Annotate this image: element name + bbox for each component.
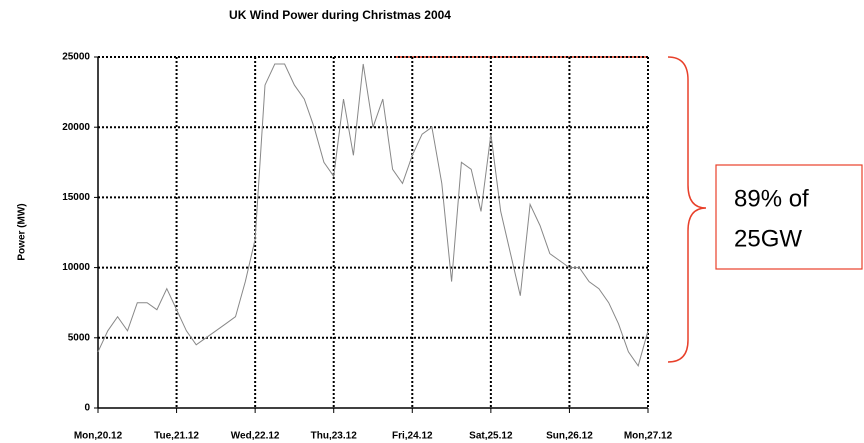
x-tick-label: Mon,20.12 <box>74 431 123 442</box>
y-axis-label: Power (MW) <box>17 203 28 260</box>
annotation: 25GW <box>734 225 802 252</box>
y-tick-label: 20000 <box>62 122 90 133</box>
x-tick-label: Sun,26.12 <box>546 431 593 442</box>
x-tick-label: Wed,22.12 <box>231 431 280 442</box>
y-tick-label: 25000 <box>62 52 90 63</box>
y-tick-label: 15000 <box>62 192 90 203</box>
bracket <box>395 56 707 363</box>
line <box>97 63 649 368</box>
x-tick-label: Tue,21.12 <box>154 431 199 442</box>
x-tick-label: Sat,25.12 <box>469 431 513 442</box>
y-tick-label: 10000 <box>62 262 90 273</box>
y-tick-label: 0 <box>84 403 90 414</box>
x-tick-label: Mon,27.12 <box>624 431 673 442</box>
y-tick-label: 5000 <box>68 332 91 343</box>
chart-title: UK Wind Power during Christmas 2004 <box>229 8 451 22</box>
x-tick-label: Fri,24.12 <box>392 431 433 442</box>
annotation-box <box>715 164 863 270</box>
annotation: 89% of <box>734 185 809 212</box>
x-tick-label: Thu,23.12 <box>311 431 358 442</box>
